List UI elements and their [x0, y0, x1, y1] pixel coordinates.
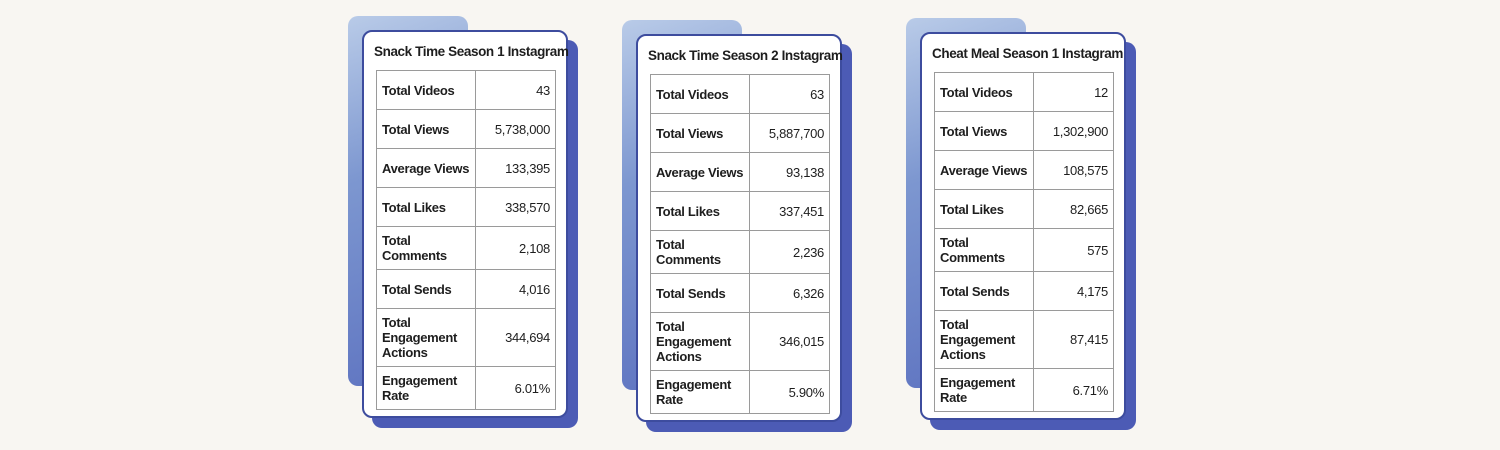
table-row: Total Comments 2,108	[376, 226, 556, 270]
row-label: Average Views	[650, 152, 750, 192]
card: Cheat Meal Season 1 Instagram Total Video…	[920, 32, 1126, 420]
table-body: Total Videos 63 Total Views 5,887,700 Averag…	[650, 74, 830, 414]
table-row: Total Comments 2,236	[650, 230, 830, 274]
row-label: Total Views	[934, 111, 1034, 151]
stats-table: Total Videos 63 Total Views 5,887,700 Averag…	[650, 74, 830, 414]
row-label: Engagement Rate	[650, 370, 750, 414]
row-label: Total Likes	[650, 191, 750, 231]
card: Snack Time Season 2 Instagram Total Video…	[636, 34, 843, 422]
row-value: 4,175	[1033, 271, 1114, 311]
row-value: 1,302,900	[1033, 111, 1114, 151]
table-row: Average Views 93,138	[650, 152, 830, 192]
card-title: Snack Time Season 2 Instagram	[648, 48, 843, 63]
table-row: Total Views 1,302,900	[934, 111, 1114, 151]
row-label: Total Engagement Actions	[650, 312, 750, 371]
row-value: 6.01%	[475, 366, 556, 410]
row-value: 5,887,700	[749, 113, 830, 153]
row-value: 6,326	[749, 273, 830, 313]
row-label: Total Comments	[376, 226, 476, 270]
card-group: Snack Time Season 2 Instagram Total Video…	[622, 20, 852, 432]
row-value: 93,138	[749, 152, 830, 192]
card: Snack Time Season 1 Instagram Total Video…	[362, 30, 569, 418]
row-value: 2,108	[475, 226, 556, 270]
row-value: 337,451	[749, 191, 830, 231]
row-label: Total Sends	[650, 273, 750, 313]
row-label: Total Likes	[934, 189, 1034, 229]
table-row: Total Sends 4,175	[934, 271, 1114, 311]
table-row: Total Likes 82,665	[934, 189, 1114, 229]
table-row: Total Sends 6,326	[650, 273, 830, 313]
row-label: Total Sends	[376, 269, 476, 309]
table-row: Total Sends 4,016	[376, 269, 556, 309]
table-row: Total Likes 337,451	[650, 191, 830, 231]
row-label: Total Sends	[934, 271, 1034, 311]
row-label: Average Views	[376, 148, 476, 188]
card-title: Cheat Meal Season 1 Instagram	[932, 46, 1123, 61]
row-label: Engagement Rate	[934, 368, 1034, 412]
table-row: Average Views 108,575	[934, 150, 1114, 190]
row-value: 43	[475, 70, 556, 110]
table-row: Total Engagement Actions 346,015	[650, 312, 830, 371]
row-label: Total Views	[376, 109, 476, 149]
table-row: Total Engagement Actions 344,694	[376, 308, 556, 367]
stats-table: Total Videos 12 Total Views 1,302,900 Averag…	[934, 72, 1114, 412]
row-value: 575	[1033, 228, 1114, 272]
row-label: Engagement Rate	[376, 366, 476, 410]
card-title: Snack Time Season 1 Instagram	[374, 44, 569, 59]
table-row: Total Videos 12	[934, 72, 1114, 112]
row-label: Total Engagement Actions	[934, 310, 1034, 369]
card-group: Snack Time Season 1 Instagram Total Video…	[348, 16, 578, 428]
table-row: Total Likes 338,570	[376, 187, 556, 227]
row-value: 87,415	[1033, 310, 1114, 369]
row-value: 338,570	[475, 187, 556, 227]
row-value: 108,575	[1033, 150, 1114, 190]
row-value: 2,236	[749, 230, 830, 274]
row-label: Total Videos	[934, 72, 1034, 112]
row-value: 12	[1033, 72, 1114, 112]
table-body: Total Videos 43 Total Views 5,738,000 Averag…	[376, 70, 556, 410]
table-row: Total Videos 43	[376, 70, 556, 110]
row-value: 346,015	[749, 312, 830, 371]
row-value: 5,738,000	[475, 109, 556, 149]
row-label: Total Views	[650, 113, 750, 153]
row-value: 5.90%	[749, 370, 830, 414]
row-value: 82,665	[1033, 189, 1114, 229]
table-row: Total Videos 63	[650, 74, 830, 114]
stats-table: Total Videos 43 Total Views 5,738,000 Averag…	[376, 70, 556, 410]
row-label: Total Comments	[650, 230, 750, 274]
row-label: Total Likes	[376, 187, 476, 227]
table-row: Engagement Rate 6.01%	[376, 366, 556, 410]
row-label: Average Views	[934, 150, 1034, 190]
row-value: 6.71%	[1033, 368, 1114, 412]
row-label: Total Videos	[376, 70, 476, 110]
table-row: Engagement Rate 6.71%	[934, 368, 1114, 412]
row-value: 63	[749, 74, 830, 114]
table-row: Engagement Rate 5.90%	[650, 370, 830, 414]
table-row: Total Views 5,738,000	[376, 109, 556, 149]
table-body: Total Videos 12 Total Views 1,302,900 Averag…	[934, 72, 1114, 412]
table-row: Average Views 133,395	[376, 148, 556, 188]
row-label: Total Videos	[650, 74, 750, 114]
table-row: Total Engagement Actions 87,415	[934, 310, 1114, 369]
row-value: 133,395	[475, 148, 556, 188]
row-label: Total Comments	[934, 228, 1034, 272]
card-group: Cheat Meal Season 1 Instagram Total Video…	[906, 18, 1136, 430]
row-label: Total Engagement Actions	[376, 308, 476, 367]
table-row: Total Views 5,887,700	[650, 113, 830, 153]
row-value: 4,016	[475, 269, 556, 309]
row-value: 344,694	[475, 308, 556, 367]
table-row: Total Comments 575	[934, 228, 1114, 272]
